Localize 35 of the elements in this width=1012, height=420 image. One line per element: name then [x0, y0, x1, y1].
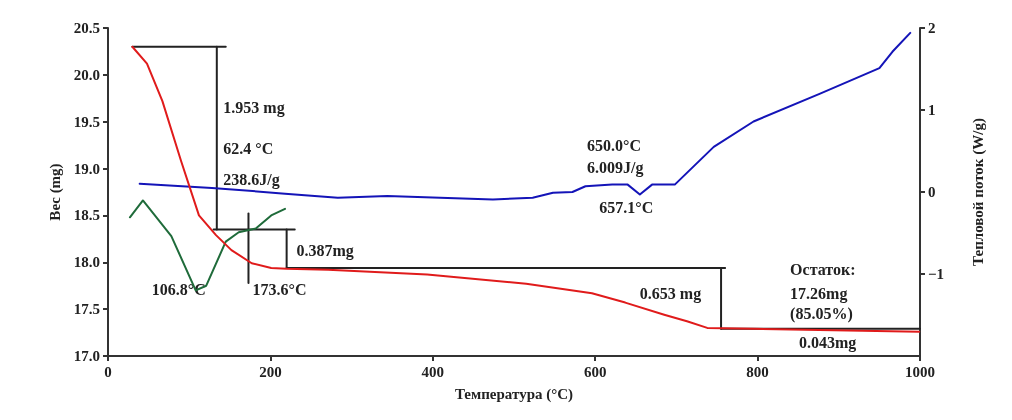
annotation: 1.953 mg — [223, 99, 285, 118]
annotation: 0.387mg — [296, 241, 354, 260]
y-tick-label: 20.0 — [73, 66, 100, 83]
annotation: 62.4 °C — [223, 140, 274, 158]
y2-axis-title: Тепловой поток (W/g) — [969, 118, 987, 266]
annotation: 0.043mg — [799, 334, 857, 353]
y-tick-label: 18.5 — [73, 207, 100, 224]
x-tick-label: 400 — [421, 363, 445, 380]
annotation: (85.05%) — [790, 305, 853, 324]
y2-tick-label: 1 — [928, 102, 936, 118]
y-tick-label: 17.0 — [73, 348, 100, 364]
y-tick-label: 19.5 — [73, 113, 100, 130]
x-tick-label: 600 — [583, 363, 607, 380]
y2-tick-label: −1 — [928, 266, 945, 282]
x-tick-label: 800 — [746, 363, 769, 380]
x-tick-label: 0 — [104, 363, 112, 380]
x-tick-label: 1000 — [905, 363, 935, 380]
y2-tick-label: 0 — [928, 184, 936, 200]
y-tick-label: 17.5 — [73, 301, 100, 318]
x-axis-title: Температура (°C) — [454, 385, 574, 403]
y-tick-label: 20.5 — [73, 20, 100, 36]
y2-tick-label: 2 — [928, 20, 936, 36]
annotation: Остаток: — [790, 261, 856, 279]
annotation: 0.653 mg — [639, 284, 702, 303]
y-tick-label: 18.0 — [73, 254, 100, 271]
annotation: 6.009J/g — [587, 159, 644, 178]
y-tick-label: 19.0 — [73, 160, 100, 177]
y-axis-title: Вес (mg) — [47, 163, 65, 221]
x-tick-label: 200 — [259, 363, 282, 380]
annotation: 650.0°C — [587, 136, 642, 154]
annotation: 657.1°C — [599, 199, 654, 217]
annotation: 238.6J/g — [223, 171, 280, 190]
annotation: 17.26mg — [790, 284, 848, 303]
annotation: 173.6°C — [252, 280, 307, 298]
annotation: 106.8°C — [151, 280, 206, 298]
